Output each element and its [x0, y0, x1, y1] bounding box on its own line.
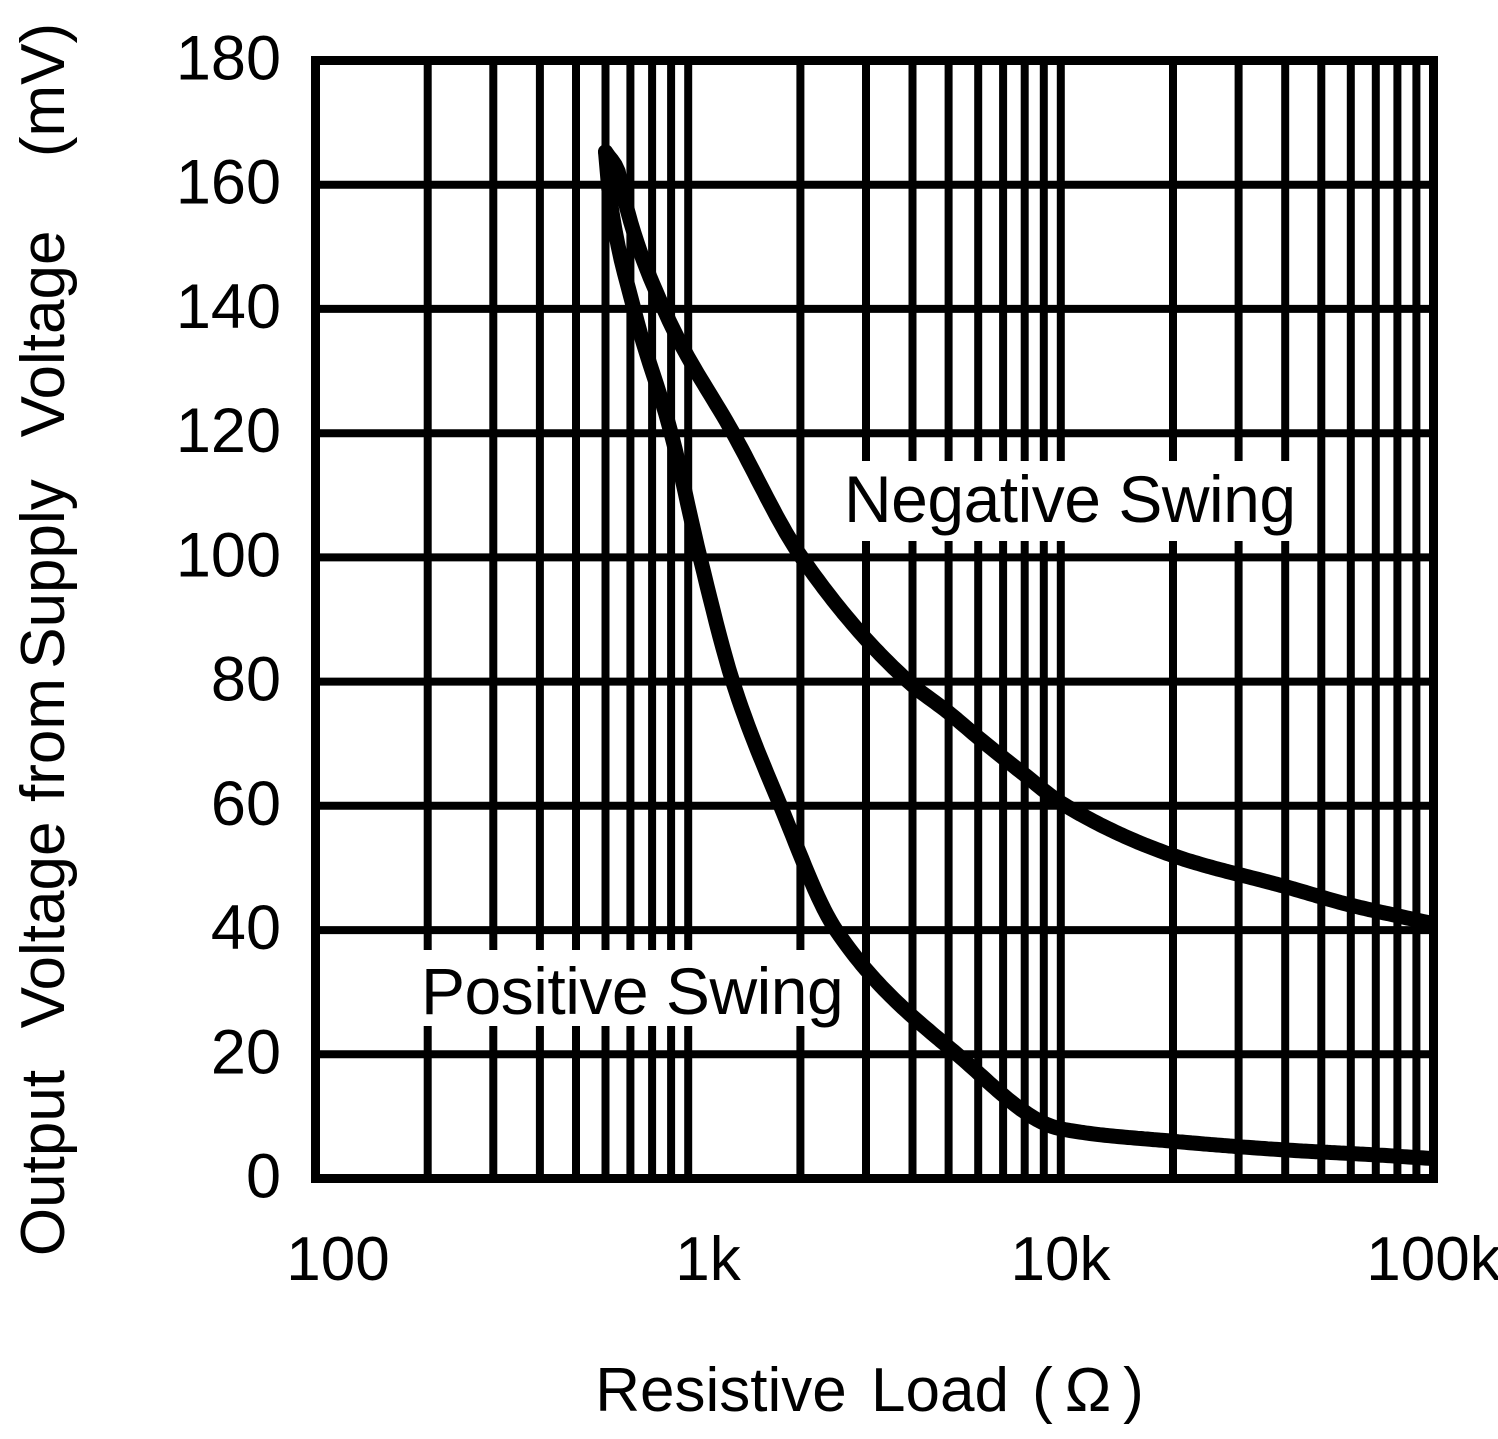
svg-text:100k: 100k — [1366, 1225, 1498, 1294]
svg-text:120: 120 — [176, 396, 281, 466]
svg-text:0: 0 — [246, 1142, 281, 1212]
svg-text:Negative Swing: Negative Swing — [844, 462, 1296, 536]
svg-text:80: 80 — [211, 645, 281, 715]
svg-text:100: 100 — [286, 1225, 389, 1294]
svg-text:Supply: Supply — [9, 479, 78, 669]
svg-text:160: 160 — [176, 148, 281, 218]
svg-text:60: 60 — [211, 769, 281, 839]
svg-text:Positive Swing: Positive Swing — [421, 954, 843, 1028]
svg-text:180: 180 — [176, 24, 281, 94]
svg-text:(Ω): (Ω) — [1032, 1356, 1156, 1425]
svg-text:Output: Output — [9, 1070, 78, 1256]
svg-text:100: 100 — [176, 520, 281, 590]
svg-text:140: 140 — [176, 272, 281, 342]
svg-text:Voltage: Voltage — [9, 231, 78, 438]
svg-text:Resistive: Resistive — [595, 1356, 847, 1425]
svg-text:Load: Load — [871, 1356, 1009, 1425]
svg-text:Voltage: Voltage — [9, 822, 78, 1029]
svg-text:10k: 10k — [1011, 1225, 1112, 1294]
svg-text:(mV): (mV) — [9, 23, 78, 157]
svg-text:20: 20 — [211, 1017, 281, 1087]
svg-text:1k: 1k — [675, 1225, 741, 1294]
svg-text:from: from — [9, 678, 78, 802]
svg-text:40: 40 — [211, 893, 281, 963]
